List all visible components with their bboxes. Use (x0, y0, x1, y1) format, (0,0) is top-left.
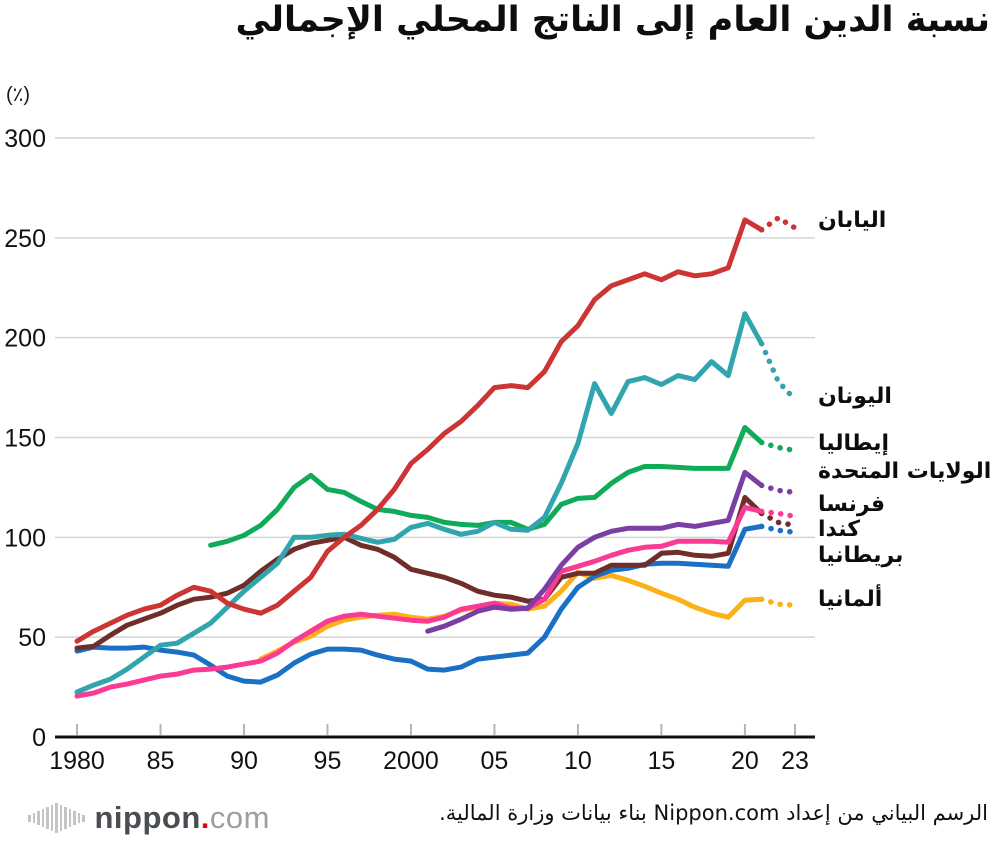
logo-bar (55, 803, 58, 833)
series-line-uk-projection (758, 523, 798, 536)
y-tick-label-250: 250 (4, 225, 46, 253)
y-tick-label-300: 300 (4, 125, 46, 153)
series-line-canada (74, 494, 765, 651)
logo-bar (28, 814, 31, 822)
series-line-france-projection (758, 508, 798, 520)
y-tick-label-100: 100 (4, 524, 46, 552)
series-line-france (74, 504, 765, 699)
series-line-italy-projection (758, 439, 798, 454)
logo-tld: com (209, 800, 270, 835)
x-tick-label-1985: 85 (147, 747, 175, 775)
y-tick-label-150: 150 (4, 425, 46, 453)
series-line-us-projection (758, 482, 798, 496)
logo-bar (73, 811, 76, 825)
series-label-france: فرنسا (818, 492, 885, 517)
x-tick-label-2000: 2000 (383, 747, 439, 775)
logo-bar (32, 813, 35, 823)
series-label-germany: ألمانيا (818, 587, 883, 612)
series-line-japan-projection (758, 215, 798, 233)
logo-name: nippon (94, 800, 201, 835)
x-tick-label-2010: 10 (564, 747, 592, 775)
x-tick-label-2005: 05 (481, 747, 509, 775)
x-tick-label-2015: 15 (648, 747, 676, 775)
x-tick-label-2020: 20 (731, 747, 759, 775)
series-label-greece: اليونان (818, 384, 892, 409)
series-line-italy (208, 425, 765, 548)
x-tick-label-1995: 95 (314, 747, 342, 775)
series-label-italy: إيطاليا (818, 431, 889, 456)
series-line-greece-projection (758, 340, 798, 403)
nippon-logo-bars-icon (28, 800, 85, 836)
logo-bar (77, 813, 80, 823)
logo-bar (37, 811, 40, 825)
logo-bar (59, 805, 62, 831)
y-tick-label-50: 50 (18, 624, 46, 652)
y-tick-label-0: 0 (32, 724, 46, 752)
y-tick-label-200: 200 (4, 325, 46, 353)
logo-bar (46, 807, 49, 829)
series-line-japan (74, 217, 765, 644)
logo-bar (68, 809, 71, 827)
logo-bar (82, 814, 85, 822)
series-label-uk: بريطانيا (818, 543, 904, 568)
logo-bar (64, 807, 67, 829)
series-line-us (425, 469, 765, 634)
series-label-us: الولايات المتحدة (818, 459, 992, 484)
series-line-germany-projection (758, 596, 798, 608)
nippon-logo: nippon.com (28, 797, 270, 839)
series-line-germany (258, 569, 765, 662)
series-line-greece (74, 311, 765, 695)
series-label-japan: اليابان (818, 208, 887, 233)
x-tick-label-1990: 90 (230, 747, 258, 775)
x-tick-label-1980: 1980 (49, 747, 105, 775)
logo-dot: . (200, 800, 210, 835)
series-line-canada-projection (758, 510, 798, 529)
source-note: الرسم البياني من إعداد Nippon.com بناء ب… (439, 801, 988, 825)
series-label-canada: كندا (818, 517, 861, 542)
y-axis-unit-label: (٪) (6, 84, 31, 106)
chart-title: نسبة الدين العام إلى الناتج المحلي الإجم… (235, 0, 990, 40)
x-tick-label-2023: 23 (781, 747, 809, 775)
nippon-logo-text: nippon.com (95, 800, 271, 836)
logo-bar (50, 805, 53, 831)
logo-bar (41, 809, 44, 827)
